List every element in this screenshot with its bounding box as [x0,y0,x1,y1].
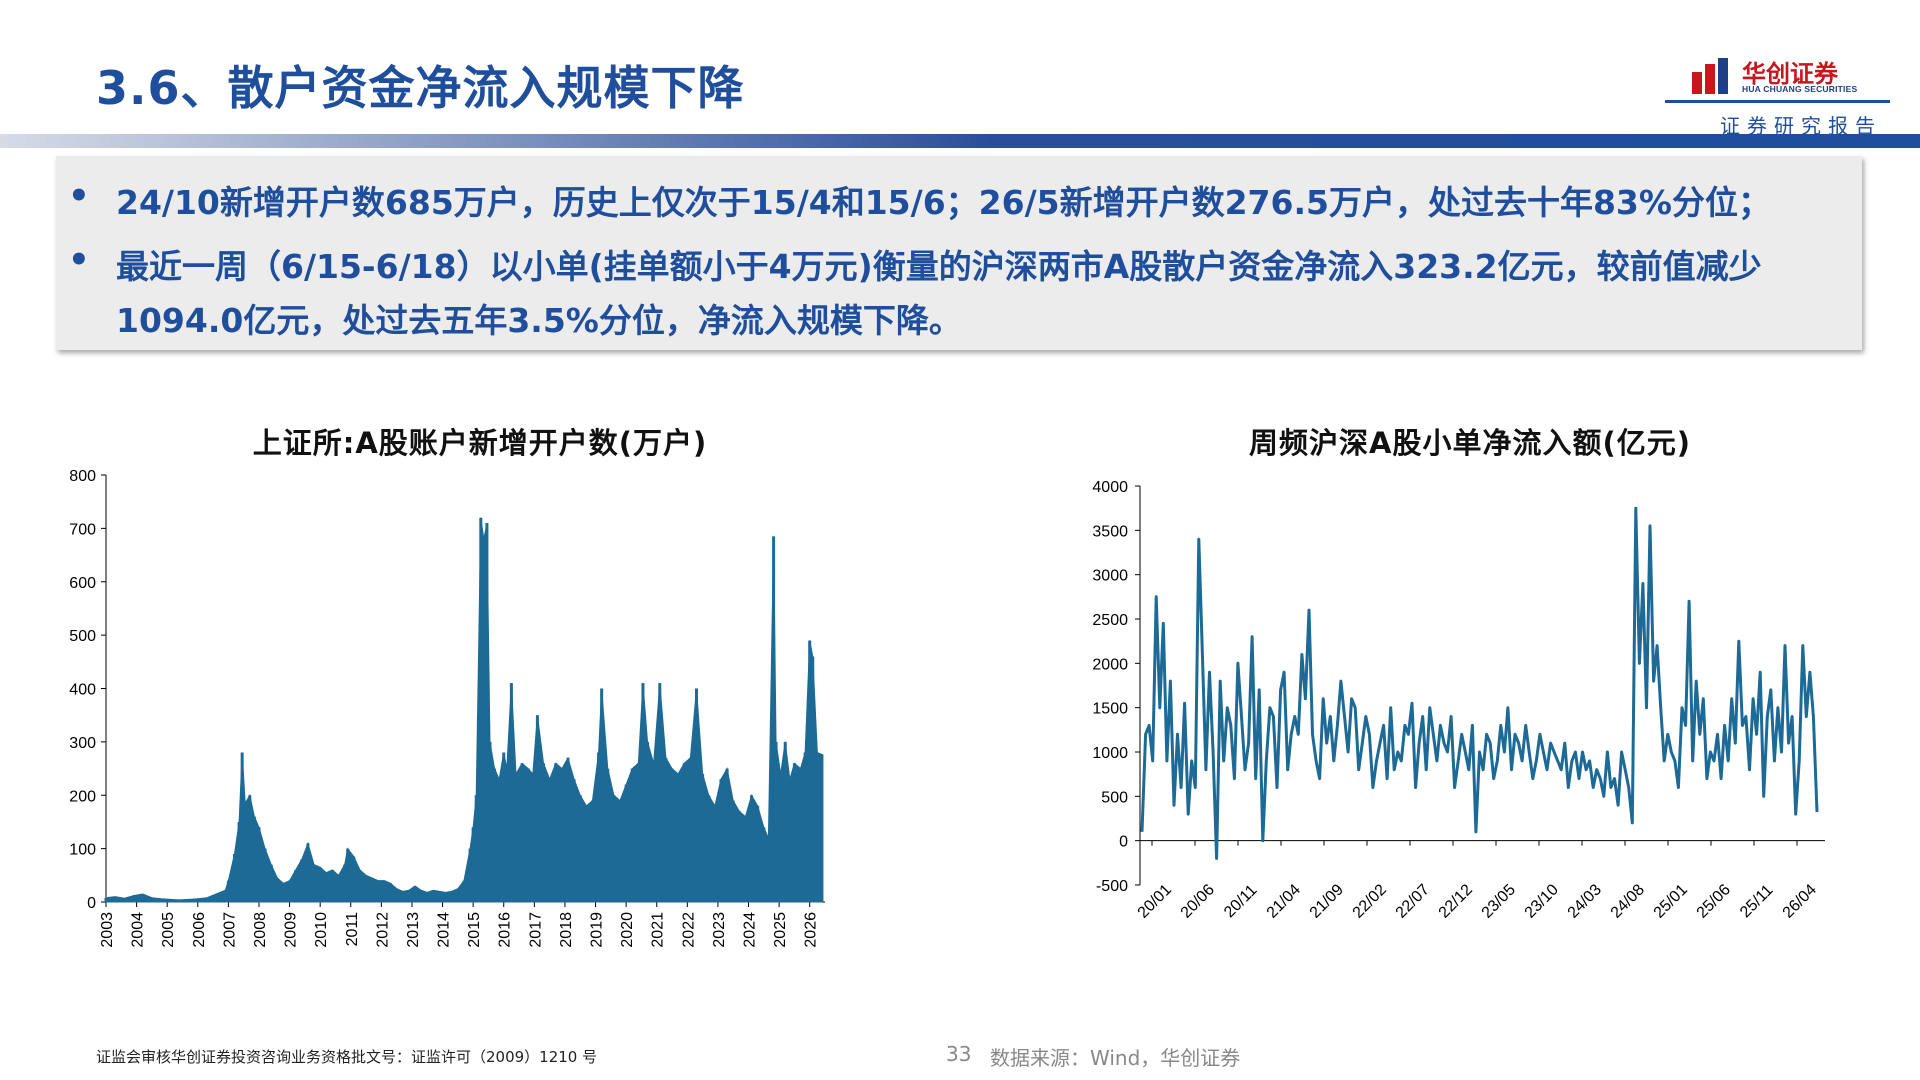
y-tick-label: 0 [87,895,96,912]
y-tick-label: 500 [1101,789,1128,806]
x-tick-label: 2012 [374,912,391,948]
x-tick-label: 24/08 [1608,881,1648,921]
logo-underline [1665,100,1890,103]
x-tick-label: 20/01 [1135,881,1175,921]
x-tick-label: 2007 [221,912,238,948]
y-tick-label: 400 [69,682,96,699]
new-accounts-bar-chart: 0 100 200 300 400 500 600 700 800 2003 2004 2005 200… [69,468,825,948]
y-tick-label: 200 [69,788,96,805]
x-tick-label: 2019 [589,912,606,948]
x-tick-label: 25/11 [1737,882,1777,922]
x-tick-label: 21/04 [1264,881,1304,921]
bullet-dot-icon: • [68,240,90,280]
y-tick-label: 800 [69,468,96,485]
logo-mark-icon [1692,58,1728,94]
x-tick-label: 2024 [742,912,759,948]
y-tick-label: 600 [69,575,96,592]
x-tick-label: 2009 [283,912,300,948]
x-tick-label: 2006 [191,912,208,948]
y-tick-label: 300 [69,735,96,752]
x-tick-label: 2003 [99,912,116,948]
y-tick-label: 2500 [1092,612,1128,629]
x-tick-label: 25/06 [1694,881,1734,921]
y-tick-label: 100 [69,842,96,859]
y-tick-label: 700 [69,521,96,538]
y-tick-label: 4000 [1092,479,1128,496]
x-tick-label: 21/09 [1307,881,1347,921]
x-tick-label: 2015 [466,912,483,948]
x-tick-label: 26/04 [1780,881,1820,921]
logo-text-en: HUA CHUANG SECURITIES [1742,84,1858,94]
y-tick-label: 500 [69,628,96,645]
chart-title-smallorder: 周频沪深A股小单净流入额(亿元) [1249,426,1691,460]
bullet-text-2: 最近一周（6/15-6/18）以小单(挂单额小于4万元)衡量的沪深两市A股散户资… [116,247,1762,340]
y-tick-label: 2000 [1092,656,1128,673]
x-tick-label: 20/11 [1221,882,1261,922]
license-footnote: 证监会审核华创证券投资咨询业务资格批文号：证监许可（2009）1210 号 [96,1048,598,1066]
data-source: 数据来源：Wind，华创证券 [990,1046,1241,1070]
x-tick-label: 2013 [405,912,422,948]
x-tick-label: 2025 [772,912,789,948]
x-tick-label: 2018 [558,912,575,948]
bullet-text-1: 24/10新增开户数685万户，历史上仅次于15/4和15/6；26/5新增开户… [116,183,1771,222]
x-tick-label: 22/07 [1393,881,1433,921]
y-tick-label: 3000 [1092,568,1128,585]
y-tick-label: 0 [1119,834,1128,851]
company-logo: 华创证券 HUA CHUANG SECURITIES [1692,52,1882,100]
x-tick-label: 25/01 [1651,881,1691,921]
y-tick-label: -500 [1096,878,1128,895]
page-number: 33 [946,1042,972,1066]
summary-box: • 24/10新增开户数685万户，历史上仅次于15/4和15/6；26/5新增… [56,156,1862,350]
x-tick-label: 2022 [680,912,697,948]
x-tick-label: 2014 [436,912,453,948]
x-tick-label: 20/06 [1178,881,1218,921]
bullet-dot-icon: • [68,176,90,216]
x-tick-label: 23/05 [1479,881,1519,921]
x-tick-label: 22/02 [1350,881,1390,921]
inflow-series-line [1140,506,1819,860]
y-tick-label: 3500 [1092,523,1128,540]
x-tick-label: 22/12 [1436,881,1476,921]
x-tick-label: 2021 [650,912,667,948]
x-tick-label: 2020 [619,912,636,948]
x-tick-label: 2023 [711,912,728,948]
x-tick-label: 2005 [160,912,177,948]
logo-text-cn: 华创证券 [1742,60,1838,88]
x-tick-label: 2010 [313,912,330,948]
y-tick-label: 1500 [1092,701,1128,718]
x-tick-label: 2004 [130,912,147,948]
small-order-inflow-line-chart: -500 0 500 1000 1500 2000 2500 3000 3500 4000 20/0… [1092,479,1825,922]
x-tick-label: 24/03 [1565,881,1605,921]
x-tick-label: 23/10 [1522,881,1562,921]
x-tick-label: 2008 [252,912,269,948]
header-band [0,134,1920,148]
y-tick-label: 1000 [1092,745,1128,762]
page-title: 3.6、散户资金净流入规模下降 [96,61,745,115]
chart-title-accounts: 上证所:A股账户新增开户数(万户) [252,426,708,460]
x-tick-label: 2016 [497,912,514,948]
x-tick-label: 2026 [803,912,820,948]
x-tick-label: 2011 [344,912,361,947]
x-tick-label: 2017 [527,912,544,948]
